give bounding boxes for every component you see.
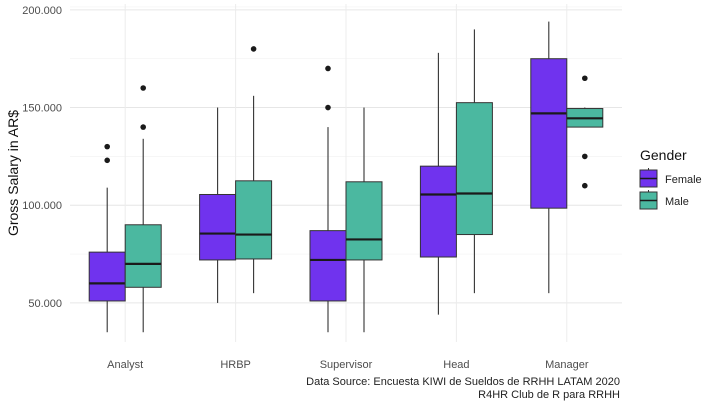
y-tick-label: 150.000 (22, 103, 62, 115)
y-tick-label: 50.000 (28, 298, 62, 310)
outlier-point (140, 124, 146, 130)
legend-key-male: Male (639, 190, 689, 210)
x-tick-label: Head (443, 359, 469, 371)
box-male-supervisor (345, 107, 383, 333)
box-female-hrbp (199, 107, 237, 303)
outlier-point (104, 157, 110, 164)
y-axis-title: Gross Salary in AR$ (5, 110, 21, 236)
box-female-head (419, 52, 457, 315)
box-body (235, 180, 273, 260)
legend-title: Gender (640, 147, 687, 163)
boxes (88, 21, 604, 333)
x-tick-label: Manager (545, 359, 589, 371)
legend: Gender Female Male (639, 147, 702, 210)
outlier-point (582, 182, 588, 189)
outlier-point (250, 46, 257, 52)
legend-key-female: Female (639, 168, 702, 188)
box-body (530, 58, 568, 209)
y-tick-label: 200.000 (22, 5, 62, 17)
box-body (309, 230, 347, 302)
outlier-point (104, 143, 110, 150)
box-body (345, 181, 383, 261)
legend-label: Male (665, 196, 689, 208)
legend-label: Female (665, 174, 702, 186)
x-tick-label: Analyst (107, 359, 143, 371)
box-male-manager (566, 75, 604, 189)
box-male-analyst (124, 85, 162, 333)
box-body (124, 224, 162, 288)
box-body (419, 165, 457, 258)
box-body (88, 251, 126, 302)
outlier-point (325, 104, 331, 111)
box-body (455, 102, 493, 236)
data-source-caption: Data Source: Encuesta KIWI de Sueldos de… (306, 376, 620, 388)
x-tick-label: Supervisor (320, 359, 373, 371)
box-male-hrbp (235, 46, 273, 294)
outlier-point (582, 75, 588, 82)
box-female-manager (530, 21, 568, 294)
axes: 50.000 100.000 150.000 200.000 Analyst HRBP Su… (5, 5, 589, 371)
box-female-supervisor (309, 65, 347, 333)
box-male-head (455, 29, 493, 294)
outlier-point (325, 65, 331, 72)
x-tick-label: HRBP (220, 359, 251, 371)
outlier-point (140, 85, 146, 91)
outlier-point (582, 153, 588, 160)
box-body (199, 193, 237, 261)
box-female-analyst (88, 143, 126, 333)
club-caption: R4HR Club de R para RRHH (478, 389, 620, 401)
y-tick-label: 100.000 (22, 200, 62, 212)
